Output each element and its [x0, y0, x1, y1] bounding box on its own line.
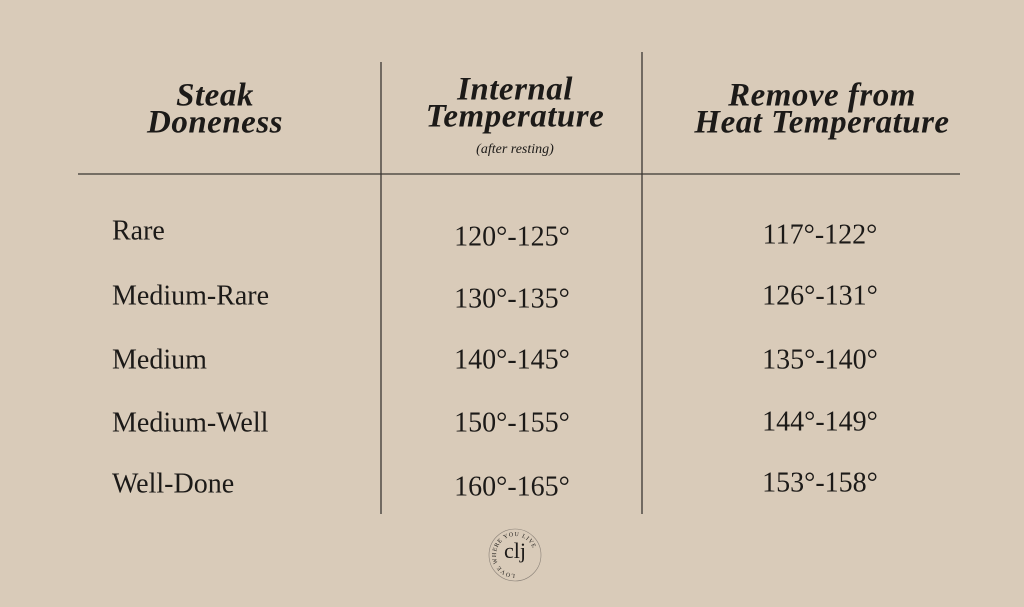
row-label: Well-Done	[112, 468, 234, 499]
temperature-cell: 153°-158°	[762, 467, 878, 498]
row-label: Medium-Rare	[112, 280, 269, 311]
temperature-cell: 126°-131°	[762, 280, 878, 311]
row-label: Medium-Well	[112, 407, 269, 438]
header-text: Steak	[176, 78, 254, 114]
header-note: (after resting)	[476, 142, 554, 157]
temperature-cell: 150°-155°	[454, 407, 570, 438]
row-label: Rare	[112, 215, 165, 246]
temperature-cell: 117°-122°	[763, 219, 878, 250]
temperature-cell: 120°-125°	[454, 221, 570, 252]
row-label: Medium	[112, 344, 207, 375]
logo-circle	[488, 528, 542, 582]
header-text: Remove from	[727, 78, 916, 114]
temperature-cell: 130°-135°	[454, 283, 570, 314]
logo-mark: clj	[504, 538, 526, 563]
header-text: Internal	[456, 72, 573, 108]
temperature-cell: 135°-140°	[762, 344, 878, 375]
header-text: Heat Temperature	[693, 105, 949, 141]
header-text: Doneness	[146, 105, 283, 141]
temperature-cell: 144°-149°	[762, 406, 878, 437]
temperature-cell: 140°-145°	[454, 344, 570, 375]
header-text: Temperature	[426, 99, 604, 135]
temperature-cell: 160°-165°	[454, 471, 570, 502]
